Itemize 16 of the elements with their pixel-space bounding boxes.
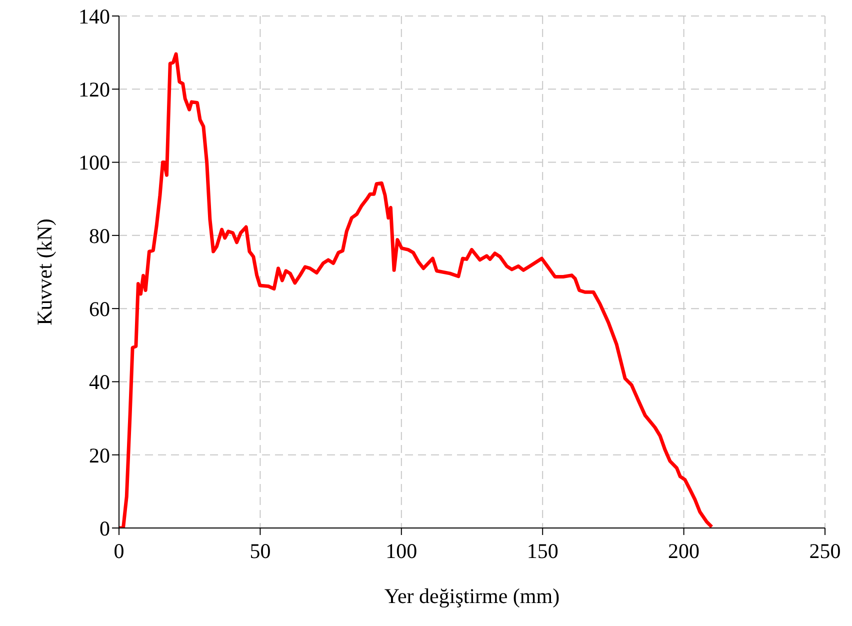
y-tick-label: 80 [89,224,110,248]
y-tick-label: 120 [78,78,110,102]
y-tick-label: 20 [89,443,110,468]
x-tick-label: 250 [809,538,841,563]
line-series [119,52,714,528]
x-tick-label: 150 [526,538,558,563]
y-axis-title: Kuvvet (kN) [32,218,56,326]
y-tick-label: 100 [78,150,110,175]
x-tick-label: 100 [386,538,418,563]
x-tick-label: 50 [250,538,271,563]
x-tick-label: 200 [668,538,700,563]
y-tick-label: 60 [89,297,110,322]
y-tick-label: 140 [78,4,110,28]
y-tick-label: 40 [89,370,110,394]
x-axis-title: Yer değiştirme (mm) [384,584,560,608]
y-tick-label: 0 [100,516,110,540]
